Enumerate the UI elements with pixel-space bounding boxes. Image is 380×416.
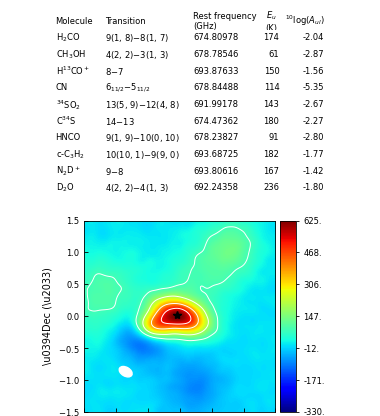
Y-axis label: \u0394Dec (\u2033): \u0394Dec (\u2033) xyxy=(42,267,52,365)
Ellipse shape xyxy=(119,366,132,377)
